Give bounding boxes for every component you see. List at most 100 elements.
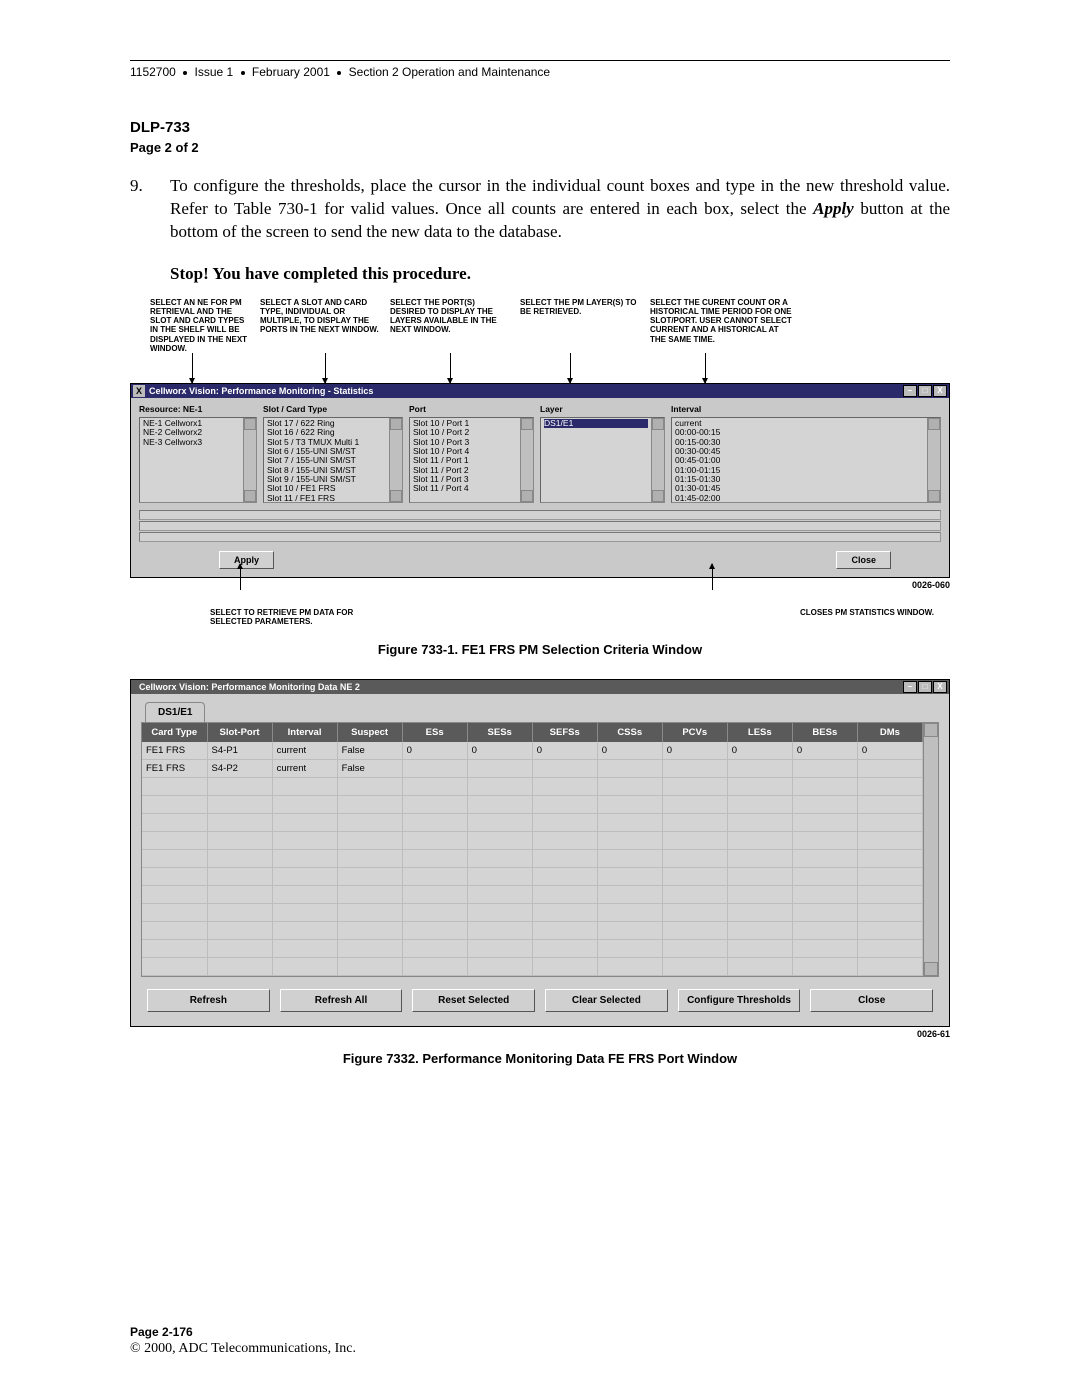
table-cell <box>467 885 532 903</box>
apply-button[interactable]: Apply <box>219 551 274 569</box>
clear-selected-button[interactable]: Clear Selected <box>545 989 668 1012</box>
window-controls[interactable]: –□X <box>903 681 947 693</box>
interval-list[interactable]: current00:00-00:1500:15-00:3000:30-00:45… <box>671 417 941 503</box>
table-row <box>142 777 923 795</box>
table-row[interactable]: FE1 FRSS4-P1currentFalse00000000 <box>142 742 923 760</box>
table-cell[interactable]: FE1 FRS <box>142 742 207 760</box>
table-cell[interactable]: 0 <box>792 742 857 760</box>
scrollbar[interactable] <box>923 723 938 976</box>
table-cell <box>142 921 207 939</box>
table-cell <box>597 903 662 921</box>
table-cell[interactable]: 0 <box>467 742 532 760</box>
list-item[interactable]: 01:45-02:00 <box>675 494 924 502</box>
arrow-up-icon <box>712 564 713 590</box>
table-cell <box>207 939 272 957</box>
port-list[interactable]: Slot 10 / Port 1Slot 10 / Port 2Slot 10 … <box>409 417 534 503</box>
close-button[interactable]: Close <box>810 989 933 1012</box>
table-cell <box>402 885 467 903</box>
close-icon[interactable]: X <box>133 385 145 397</box>
resource-list[interactable]: NE-1 Cellworx1NE-2 Cellworx2NE-3 Cellwor… <box>139 417 257 503</box>
table-cell <box>792 903 857 921</box>
table-cell <box>597 813 662 831</box>
tab-ds1e1[interactable]: DS1/E1 <box>145 702 205 722</box>
hscrollbar[interactable] <box>139 532 941 542</box>
scrollbar[interactable] <box>651 418 664 502</box>
table-cell <box>337 795 402 813</box>
table-cell[interactable]: 0 <box>727 742 792 760</box>
table-cell <box>467 777 532 795</box>
annot-close: CLOSES PM STATISTICS WINDOW. <box>800 608 950 626</box>
window-controls[interactable]: –□X <box>903 385 947 397</box>
table-cell <box>272 921 337 939</box>
table-cell[interactable] <box>532 759 597 777</box>
bottom-annotations: SELECT TO RETRIEVE PM DATA FOR SELECTED … <box>130 608 950 626</box>
table-cell <box>532 957 597 975</box>
table-cell <box>272 903 337 921</box>
table-cell[interactable]: False <box>337 759 402 777</box>
table-cell[interactable] <box>857 759 922 777</box>
list-item[interactable]: NE-3 Cellworx3 <box>143 438 240 447</box>
table-cell <box>857 867 922 885</box>
table-cell <box>337 921 402 939</box>
table-cell <box>337 903 402 921</box>
bullet-icon <box>241 71 245 75</box>
table-cell[interactable]: FE1 FRS <box>142 759 207 777</box>
hscrollbar[interactable] <box>139 521 941 531</box>
table-cell[interactable]: 0 <box>857 742 922 760</box>
configure-thresholds-button[interactable]: Configure Thresholds <box>678 989 801 1012</box>
table-cell[interactable]: current <box>272 759 337 777</box>
table-cell <box>207 795 272 813</box>
table-cell[interactable]: 0 <box>662 742 727 760</box>
table-row[interactable]: FE1 FRSS4-P2currentFalse <box>142 759 923 777</box>
refresh-button[interactable]: Refresh <box>147 989 270 1012</box>
table-cell <box>727 885 792 903</box>
scrollbar[interactable] <box>243 418 256 502</box>
table-cell[interactable]: False <box>337 742 402 760</box>
table-cell[interactable] <box>597 759 662 777</box>
table-cell <box>142 939 207 957</box>
table-cell[interactable]: 0 <box>532 742 597 760</box>
table-cell <box>857 957 922 975</box>
table-cell <box>532 885 597 903</box>
table-cell <box>792 849 857 867</box>
table-cell <box>207 867 272 885</box>
table-cell <box>727 813 792 831</box>
table-cell[interactable] <box>792 759 857 777</box>
list-item[interactable]: DS1/E1 <box>544 419 648 428</box>
column-header: SESs <box>467 723 532 742</box>
button-row: Refresh Refresh All Reset Selected Clear Se… <box>131 977 949 1026</box>
table-cell <box>857 831 922 849</box>
table-cell[interactable]: S4-P1 <box>207 742 272 760</box>
scrollbar[interactable] <box>927 418 940 502</box>
annot-apply: SELECT TO RETRIEVE PM DATA FOR SELECTED … <box>210 608 370 626</box>
pm-data-table: Card TypeSlot-PortIntervalSuspectESsSESs… <box>142 723 923 976</box>
scrollbar[interactable] <box>520 418 533 502</box>
table-cell[interactable]: 0 <box>597 742 662 760</box>
table-cell[interactable]: 0 <box>402 742 467 760</box>
table-cell[interactable] <box>402 759 467 777</box>
table-cell <box>272 939 337 957</box>
refresh-all-button[interactable]: Refresh All <box>280 989 403 1012</box>
column-header: CSSs <box>597 723 662 742</box>
table-cell[interactable] <box>467 759 532 777</box>
table-cell[interactable]: S4-P2 <box>207 759 272 777</box>
close-button[interactable]: Close <box>836 551 891 569</box>
table-cell <box>337 885 402 903</box>
table-cell <box>857 813 922 831</box>
hscrollbar[interactable] <box>139 510 941 520</box>
list-item[interactable]: Slot 11 / Port 4 <box>413 484 517 493</box>
table-cell <box>792 957 857 975</box>
table-cell <box>532 777 597 795</box>
table-cell <box>402 831 467 849</box>
scrollbar[interactable] <box>389 418 402 502</box>
list-item[interactable]: Slot 11 / FE1 FRS <box>267 494 386 502</box>
slot-list[interactable]: Slot 17 / 622 RingSlot 16 / 622 RingSlot… <box>263 417 403 503</box>
table-cell[interactable] <box>662 759 727 777</box>
layer-list[interactable]: DS1/E1 <box>540 417 665 503</box>
table-cell[interactable] <box>727 759 792 777</box>
page-number: Page 2-176 <box>130 1325 950 1339</box>
table-cell[interactable]: current <box>272 742 337 760</box>
table-cell <box>792 867 857 885</box>
table-cell <box>272 957 337 975</box>
reset-selected-button[interactable]: Reset Selected <box>412 989 535 1012</box>
